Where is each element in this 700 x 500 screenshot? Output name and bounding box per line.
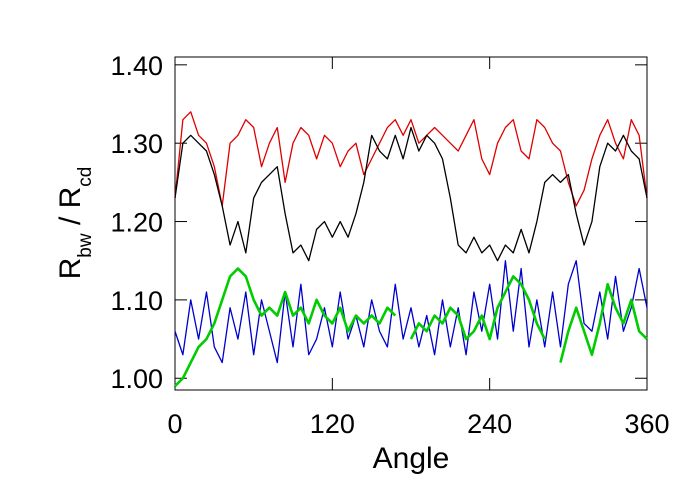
- y-tick-label: 1.20: [110, 208, 163, 238]
- y-axis-label-part: bw: [75, 233, 96, 258]
- y-tick-label: 1.30: [110, 129, 163, 159]
- x-axis-label: Angle: [373, 442, 450, 475]
- x-tick-label: 0: [167, 409, 182, 439]
- data-line: [174, 260, 648, 364]
- data-line: [174, 111, 648, 207]
- y-axis-label: Rbw / Rcd: [54, 167, 96, 280]
- data-line: [174, 126, 648, 262]
- y-tick-label: 1.10: [110, 286, 163, 316]
- y-tick-label: 1.40: [110, 51, 163, 81]
- plot-frame: [174, 56, 648, 391]
- x-tick-label: 360: [624, 409, 669, 439]
- data-line: [174, 267, 648, 388]
- y-axis-label-part: R: [54, 258, 87, 280]
- x-tick-label: 240: [467, 409, 512, 439]
- y-axis-label-part: / R: [54, 187, 87, 234]
- x-tick-label: 120: [310, 409, 355, 439]
- y-axis-label-part: cd: [75, 167, 96, 187]
- y-tick-label: 1.00: [110, 364, 163, 394]
